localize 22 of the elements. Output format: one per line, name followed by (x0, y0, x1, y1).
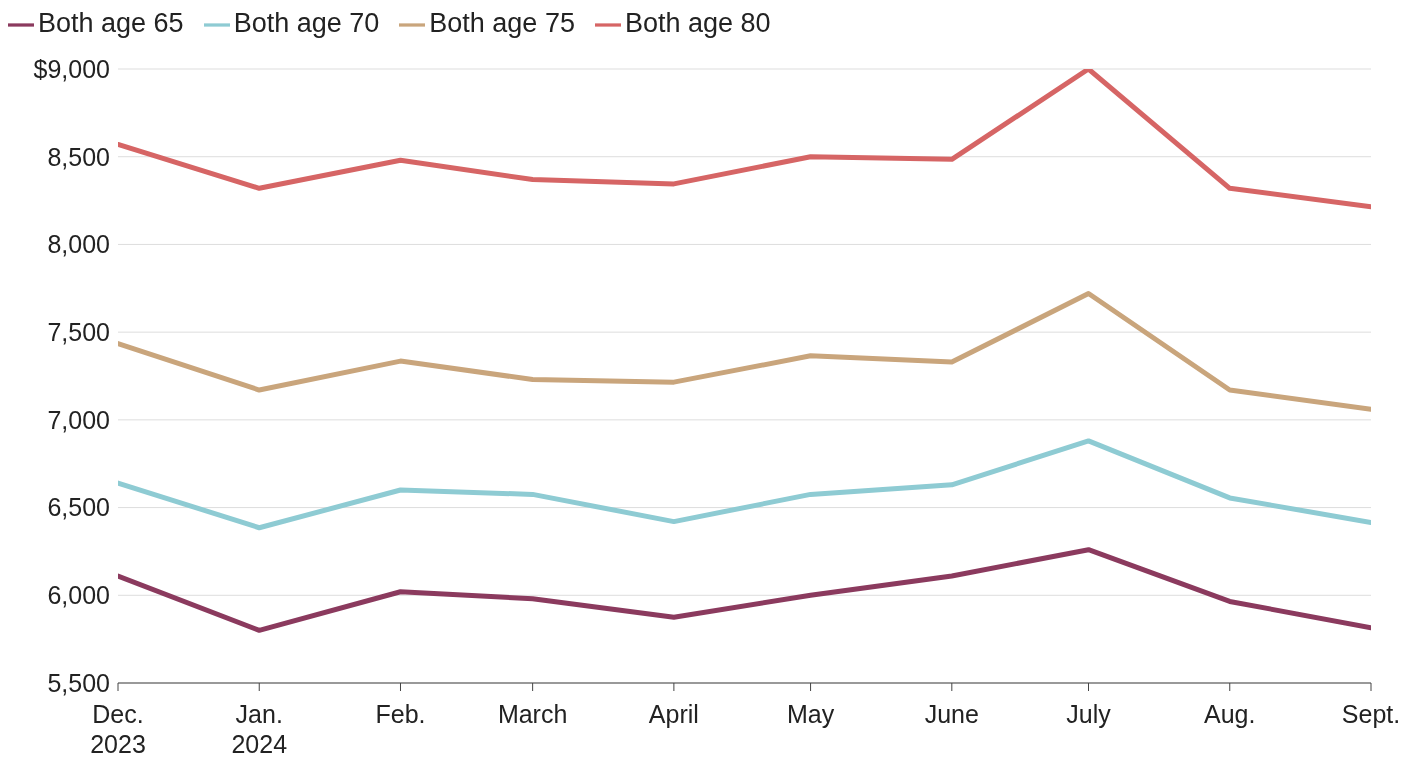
x-tick-label: Feb. (375, 700, 426, 728)
x-tick-label: May (786, 700, 835, 728)
x-tick-label: July (1066, 700, 1112, 728)
y-tick-label: 8,000 (47, 230, 110, 259)
y-tick-label: $9,000 (33, 54, 110, 83)
y-tick-label: 6,500 (47, 493, 110, 522)
legend-label: Both age 75 (429, 8, 575, 38)
x-tick-label: Sept. (1341, 700, 1401, 728)
x-tick-label: April (648, 700, 699, 728)
y-tick-label: 5,500 (47, 668, 110, 697)
x-tick-label: Dec. 2023 (90, 700, 146, 758)
y-tick-label: 8,500 (47, 142, 110, 171)
x-tick-label: Jan. 2024 (231, 700, 288, 758)
x-tick-label: June (924, 700, 979, 728)
legend-label: Both age 65 (38, 8, 184, 38)
y-tick-label: 6,000 (47, 581, 110, 610)
legend-label: Both age 70 (233, 8, 380, 38)
y-tick-label: 7,500 (47, 318, 110, 347)
y-tick-label: 7,000 (47, 405, 110, 434)
legend-label: Both age 80 (624, 8, 771, 38)
x-tick-label: Aug. (1204, 700, 1256, 728)
x-tick-label: March (497, 700, 568, 728)
